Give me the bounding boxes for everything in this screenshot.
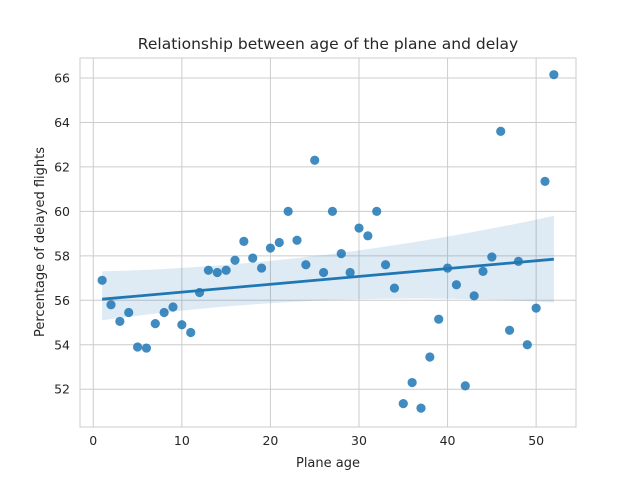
x-tick-labels: 0 10 20 30 40 50 [89, 433, 544, 448]
data-point [106, 300, 116, 310]
confidence-interval-area [102, 215, 554, 321]
regression-line [102, 257, 554, 301]
data-point [230, 255, 240, 265]
data-point [318, 267, 329, 278]
x-tick-label: 50 [528, 433, 544, 448]
y-tick-label: 64 [54, 115, 70, 130]
data-point [398, 399, 408, 409]
y-tick-label: 58 [54, 248, 70, 263]
data-point [115, 316, 125, 327]
data-point [345, 267, 355, 278]
data-point [451, 280, 462, 290]
data-point [159, 307, 169, 318]
chart-title: Relationship between age of the plane an… [138, 35, 518, 53]
y-tick-labels: 52 54 56 58 60 62 64 66 [54, 71, 70, 397]
y-tick-label: 52 [54, 382, 70, 397]
data-point [531, 303, 541, 313]
data-point [274, 237, 284, 248]
data-point [549, 70, 559, 80]
data-point [97, 275, 107, 285]
data-point [336, 249, 346, 259]
data-point [469, 291, 479, 301]
y-tick-label: 62 [54, 159, 70, 174]
confidence-band [102, 215, 554, 321]
y-tick-label: 60 [54, 204, 70, 219]
data-point [132, 342, 143, 352]
y-tick-label: 54 [54, 337, 70, 352]
data-point [168, 302, 178, 312]
x-tick-label: 20 [262, 433, 278, 448]
data-point [212, 267, 222, 278]
x-tick-label: 30 [351, 433, 367, 448]
data-point [177, 320, 187, 330]
data-point [487, 252, 497, 262]
data-point [407, 377, 417, 388]
data-point [283, 206, 293, 216]
data-point [416, 403, 426, 413]
x-tick-label: 0 [89, 433, 97, 448]
data-point [540, 176, 550, 186]
data-point [141, 343, 152, 353]
data-point [292, 235, 302, 245]
data-point [327, 206, 338, 216]
data-point [478, 266, 488, 276]
data-point [203, 265, 214, 275]
data-point [186, 327, 196, 338]
x-axis-label: Plane age [296, 456, 360, 471]
data-point [504, 325, 515, 335]
x-tick-label: 10 [174, 433, 190, 448]
data-point [522, 340, 532, 350]
data-point [354, 223, 364, 233]
data-point [265, 243, 276, 253]
data-point [248, 253, 258, 263]
x-tick-label: 40 [440, 433, 456, 448]
data-point [389, 283, 400, 293]
data-point [301, 260, 311, 270]
data-point [221, 265, 231, 275]
data-point [310, 155, 320, 165]
data-point [496, 126, 506, 136]
y-axis-label: Percentage of delayed flights [33, 147, 48, 337]
plot-frame [79, 57, 577, 428]
data-point [434, 314, 444, 324]
data-point [460, 381, 470, 391]
data-point [425, 352, 435, 362]
y-tick-label: 56 [54, 293, 70, 308]
data-point [380, 260, 391, 270]
data-point [372, 206, 382, 216]
regression-fit-line [102, 257, 554, 301]
data-point [124, 307, 134, 318]
data-point [239, 236, 249, 246]
y-tick-label: 66 [54, 71, 70, 86]
data-point [363, 231, 373, 241]
data-point [150, 319, 160, 329]
data-point [256, 263, 267, 273]
